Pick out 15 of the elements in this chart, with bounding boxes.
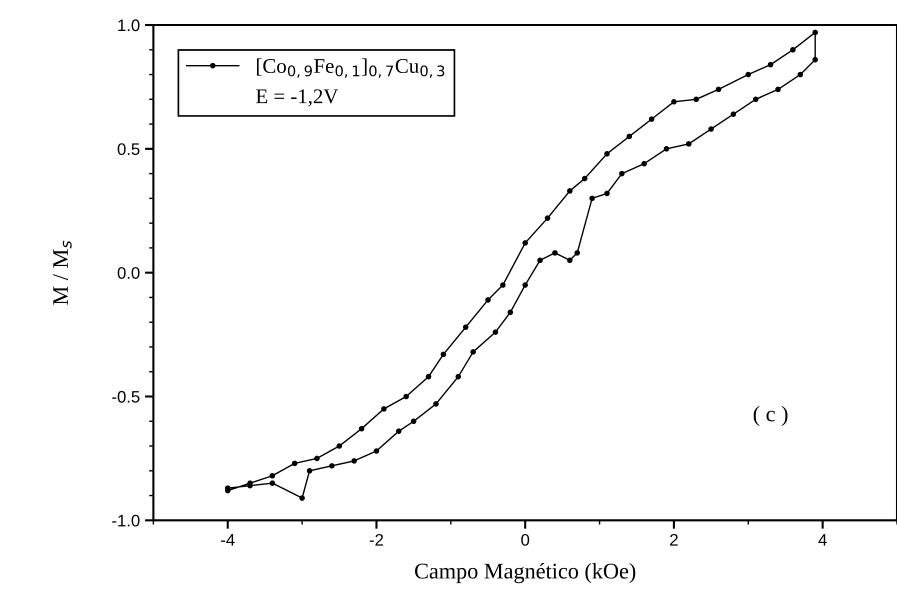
x-tick-label: 4 [818, 534, 827, 546]
y-axis-title: M / M$_{s}$ [53, 240, 72, 305]
y-tick-label: -1.0 [112, 514, 140, 527]
y-tick-label: -0.5 [112, 390, 140, 403]
y-tick-label: 1.0 [118, 19, 140, 32]
legend-label: [Co$_{0,9}$Fe$_{0,1}$]$_{0,7}$Cu$_{0,3}$ [257, 58, 444, 78]
x-tick-label: 0 [521, 534, 530, 546]
x-tick-label: -4 [221, 534, 235, 546]
annotation: ( c ) [754, 406, 788, 426]
x-tick-label: 2 [670, 534, 678, 546]
y-tick-label: 0.5 [118, 143, 140, 156]
annotation: E = -1,2V [256, 89, 338, 106]
x-axis-title: Campo Magnético (kOe) [415, 562, 636, 584]
y-tick-label: 0.0 [118, 267, 140, 279]
x-tick-label: -2 [370, 534, 384, 546]
